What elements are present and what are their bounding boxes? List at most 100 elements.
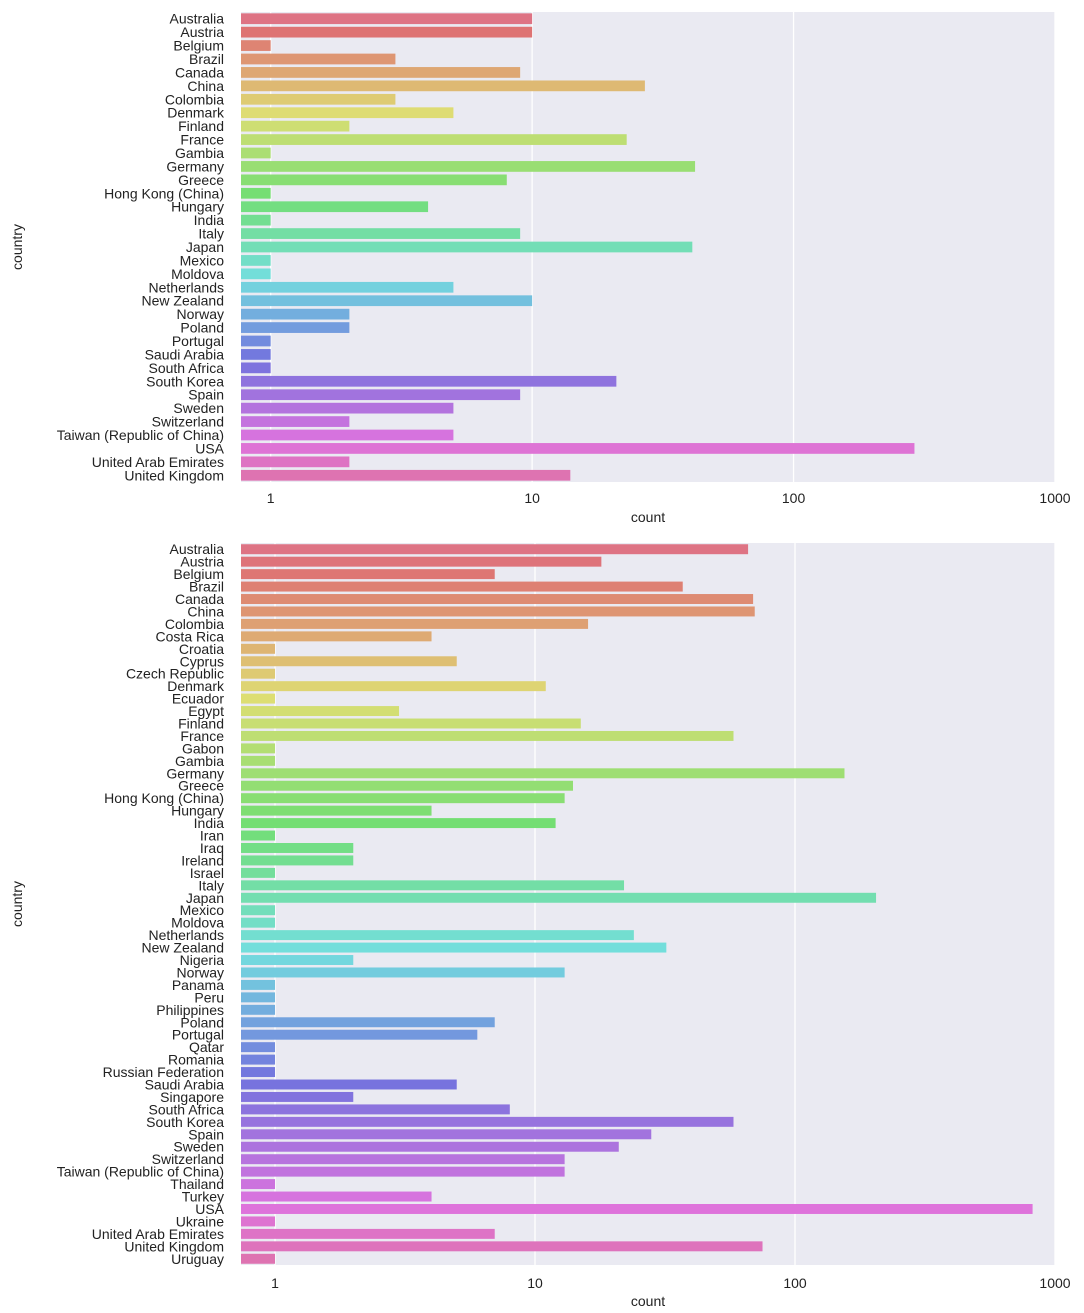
category-label: China [187, 78, 224, 94]
bar-sweden [241, 1141, 619, 1152]
bar-taiwan-republic-of-china [241, 429, 454, 441]
category-label: Saudi Arabia [145, 346, 225, 362]
bar-poland [241, 322, 350, 333]
category-label: Saudi Arabia [145, 1077, 225, 1093]
bar-iraq [241, 843, 354, 853]
bar-japan [241, 892, 877, 903]
bar-gambia [241, 755, 275, 766]
category-label: Hungary [171, 199, 224, 215]
x-tick-label: 100 [782, 490, 806, 506]
bar-australia [241, 13, 533, 25]
category-label: India [194, 815, 225, 831]
bar-costa-rica [241, 631, 432, 642]
category-label: USA [195, 1201, 224, 1217]
bar-greece [241, 780, 573, 791]
bar-south-korea [241, 375, 617, 387]
x-axis-label: count [631, 1293, 665, 1309]
x-tick-label: 10 [527, 1275, 543, 1291]
category-label: Poland [180, 320, 224, 336]
bar-colombia [241, 93, 396, 105]
bar-japan [241, 241, 693, 253]
bar-canada [241, 594, 754, 604]
category-label: Italy [198, 877, 224, 893]
bar-germany [241, 768, 845, 779]
category-label: Poland [180, 1014, 224, 1030]
x-tick-label: 10 [524, 490, 540, 506]
category-label: USA [195, 440, 224, 456]
category-label: Iran [200, 828, 224, 844]
category-label: Greece [178, 778, 224, 794]
category-label: South Africa [149, 1101, 225, 1117]
bar-france [241, 134, 627, 145]
category-label: Netherlands [149, 927, 225, 943]
bar-south-africa [241, 1104, 510, 1115]
category-label: South Korea [146, 1114, 224, 1130]
bar-denmark [241, 681, 546, 692]
bar-brazil [241, 53, 396, 65]
bar-poland [241, 1017, 495, 1028]
bar-hungary [241, 201, 429, 213]
bar-germany [241, 161, 696, 172]
bar-ukraine [241, 1216, 275, 1227]
bar-denmark [241, 107, 454, 119]
bar-gabon [241, 743, 275, 754]
category-label: Ireland [181, 852, 224, 868]
bar-singapore [241, 1091, 354, 1102]
bar-netherlands [241, 281, 454, 293]
bar-croatia [241, 643, 275, 654]
category-label: Ukraine [176, 1213, 224, 1229]
category-label: Panama [172, 977, 224, 993]
category-label: Sweden [173, 400, 224, 416]
bar-india [241, 214, 271, 226]
category-label: Nigeria [180, 952, 225, 968]
category-label: Mexico [180, 902, 225, 918]
category-label: Singapore [160, 1089, 224, 1105]
category-label: Moldova [171, 915, 224, 931]
bar-sweden [241, 402, 454, 414]
x-tick-label: 100 [783, 1275, 807, 1291]
bar-belgium [241, 569, 495, 580]
bar-colombia [241, 618, 589, 629]
category-label: Turkey [182, 1189, 224, 1205]
category-label: Belgium [173, 38, 224, 54]
category-label: Sweden [173, 1139, 224, 1155]
category-label: Austria [180, 554, 224, 570]
bar-hong-kong-china [241, 793, 565, 804]
chart-panel-1: AustraliaAustriaBelgiumBrazilCanadaChina… [9, 11, 1071, 525]
bar-united-arab-emirates [241, 1228, 495, 1239]
category-label: Greece [178, 172, 224, 188]
category-label: Costa Rica [156, 628, 225, 644]
category-label: United Kingdom [124, 467, 224, 483]
bar-china [241, 606, 755, 617]
bar-czech-republic [241, 668, 275, 679]
bar-iran [241, 830, 275, 841]
category-label: Hungary [171, 803, 224, 819]
bar-united-arab-emirates [241, 456, 350, 468]
category-label: Gambia [175, 145, 224, 161]
bar-united-kingdom [241, 1241, 763, 1252]
category-label: Germany [166, 158, 224, 174]
bar-finland [241, 120, 350, 132]
category-label: Cyprus [180, 653, 224, 669]
category-label: South Korea [146, 373, 224, 389]
category-label: Brazil [189, 51, 224, 67]
category-label: Peru [194, 989, 224, 1005]
bar-belgium [241, 40, 271, 51]
bar-peru [241, 992, 275, 1003]
category-label: Ecuador [172, 691, 224, 707]
category-label: Japan [186, 239, 224, 255]
category-label: Norway [177, 306, 224, 322]
bar-south-africa [241, 362, 271, 374]
bar-brazil [241, 581, 683, 592]
category-label: Colombia [165, 91, 224, 107]
category-label: Portugal [172, 1027, 224, 1043]
category-label: Finland [178, 118, 224, 134]
bar-new-zealand [241, 942, 667, 953]
category-label: Netherlands [149, 279, 225, 295]
category-label: Gabon [182, 740, 224, 756]
bar-portugal [241, 1029, 478, 1040]
bar-thailand [241, 1179, 275, 1190]
bar-usa [241, 1204, 1033, 1214]
bar-hungary [241, 805, 432, 816]
